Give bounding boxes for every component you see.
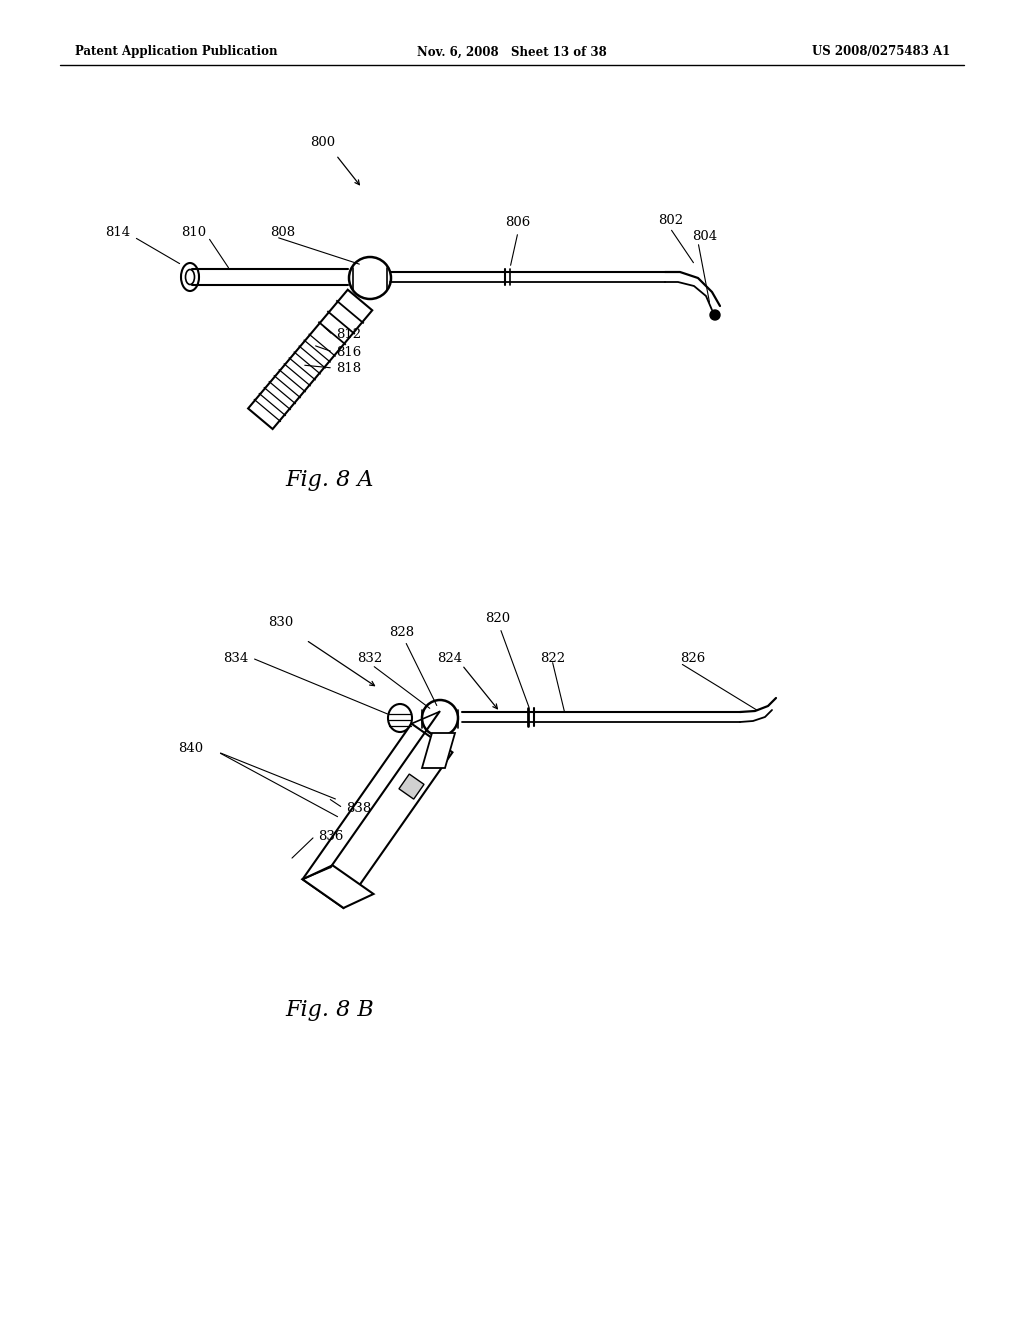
Text: 824: 824 xyxy=(437,652,463,664)
Text: 828: 828 xyxy=(389,627,415,639)
Text: 816: 816 xyxy=(336,346,361,359)
Text: 802: 802 xyxy=(658,214,683,227)
Text: 804: 804 xyxy=(692,231,717,243)
Text: 830: 830 xyxy=(268,615,293,628)
Text: 838: 838 xyxy=(346,801,372,814)
Circle shape xyxy=(710,310,720,319)
Text: 814: 814 xyxy=(104,226,130,239)
Ellipse shape xyxy=(185,269,195,285)
Text: 836: 836 xyxy=(318,829,343,842)
Text: 800: 800 xyxy=(310,136,335,149)
Text: 820: 820 xyxy=(485,611,511,624)
Text: Fig. 8 B: Fig. 8 B xyxy=(286,999,375,1020)
Ellipse shape xyxy=(181,263,199,290)
Text: 810: 810 xyxy=(181,226,206,239)
Polygon shape xyxy=(422,733,455,768)
Text: 840: 840 xyxy=(178,742,203,755)
Text: 818: 818 xyxy=(336,362,361,375)
Text: US 2008/0275483 A1: US 2008/0275483 A1 xyxy=(812,45,950,58)
Ellipse shape xyxy=(349,257,391,300)
Text: 822: 822 xyxy=(540,652,565,664)
Text: 808: 808 xyxy=(270,226,295,239)
Text: Nov. 6, 2008   Sheet 13 of 38: Nov. 6, 2008 Sheet 13 of 38 xyxy=(417,45,607,58)
Text: Fig. 8 A: Fig. 8 A xyxy=(286,469,374,491)
Bar xyxy=(399,774,424,799)
Ellipse shape xyxy=(422,700,458,737)
Polygon shape xyxy=(302,723,453,908)
Text: 832: 832 xyxy=(357,652,383,664)
Ellipse shape xyxy=(388,704,412,733)
Text: 834: 834 xyxy=(223,652,248,664)
Text: 826: 826 xyxy=(680,652,706,664)
Polygon shape xyxy=(248,289,373,429)
Polygon shape xyxy=(302,866,374,908)
Text: 806: 806 xyxy=(506,215,530,228)
Text: Patent Application Publication: Patent Application Publication xyxy=(75,45,278,58)
Text: 812: 812 xyxy=(336,329,361,342)
